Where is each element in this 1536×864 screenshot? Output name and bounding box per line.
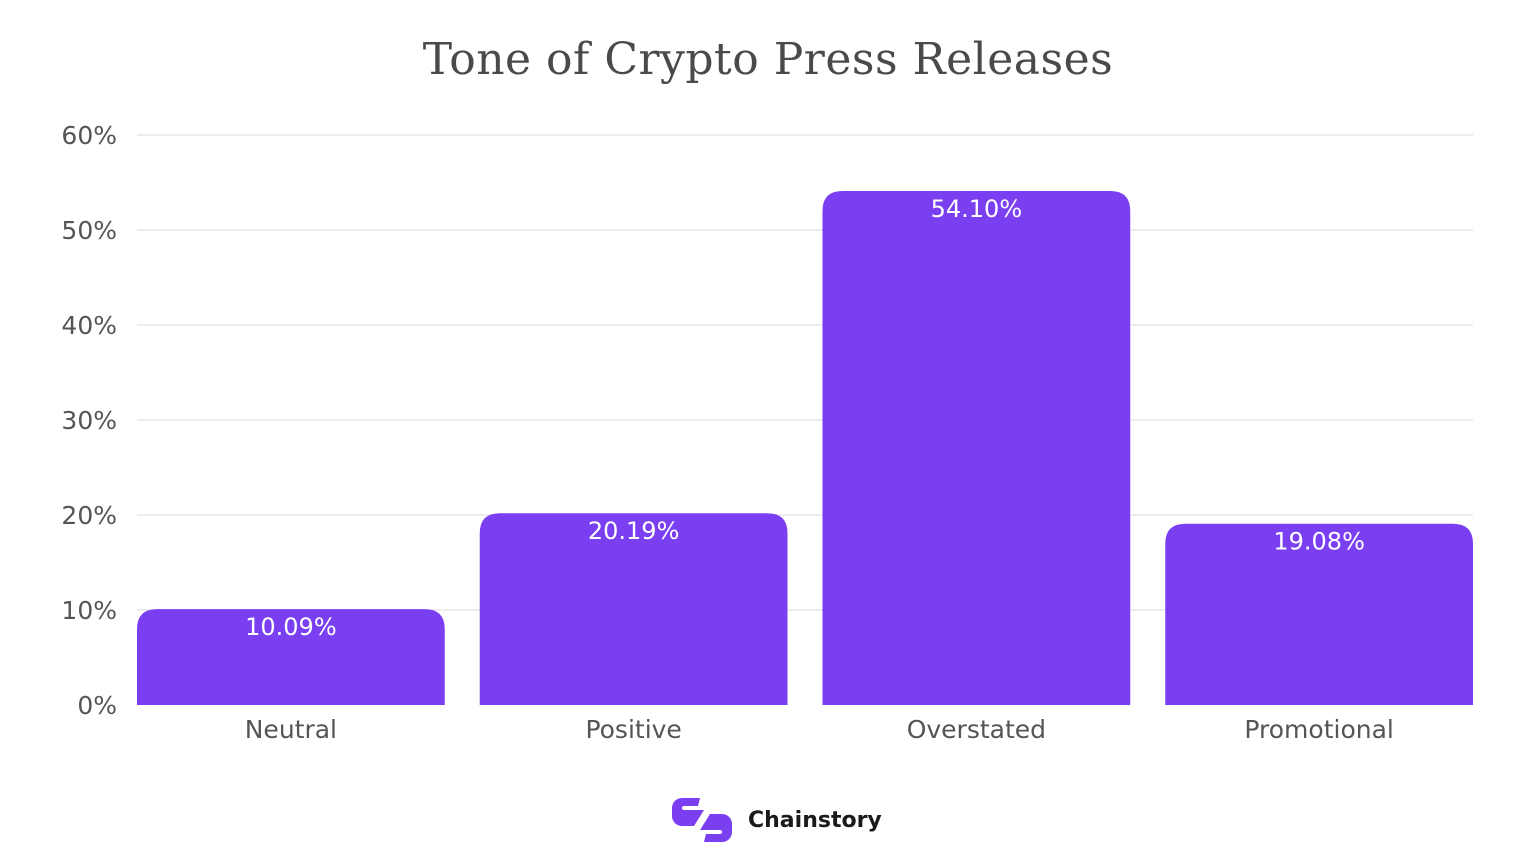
- bar-value-labels: 10.09% 20.19% 54.10% 19.08%: [245, 195, 1365, 641]
- bar-value-label: 10.09%: [245, 613, 337, 641]
- bar-chart: 0%10%20%30%40%50%60% 10.09%20.19%54.10%1…: [61, 121, 1473, 744]
- x-category-label: Neutral: [245, 715, 337, 744]
- y-tick-label: 10%: [61, 596, 117, 625]
- y-axis-tick-labels: 0% 10% 20% 30% 40% 50% 60%: [61, 121, 117, 720]
- y-tick-label: 0%: [77, 691, 117, 720]
- bar-value-label: 20.19%: [588, 517, 680, 545]
- brand-logo: Chainstory: [670, 794, 882, 846]
- bar-positive: [479, 513, 788, 705]
- chart-title: Tone of Crypto Press Releases: [422, 34, 1114, 85]
- bar-promotional: [1165, 523, 1473, 705]
- y-tick-label: 50%: [61, 216, 117, 245]
- y-tick-label: 30%: [61, 406, 117, 435]
- y-tick-label: 60%: [61, 121, 117, 150]
- bar-overstated: [822, 191, 1131, 706]
- x-category-label: Overstated: [907, 715, 1046, 744]
- x-category-label: Promotional: [1244, 715, 1393, 744]
- chainstory-logo-icon: [672, 798, 732, 842]
- y-tick-label: 40%: [61, 311, 117, 340]
- bar-neutral: [137, 609, 445, 705]
- y-tick-label: 20%: [61, 501, 117, 530]
- bar-value-label: 19.08%: [1273, 528, 1365, 556]
- x-axis-category-labels: Neutral Positive Overstated Promotional: [245, 715, 1394, 744]
- bars: [137, 191, 1473, 706]
- bar-value-label: 54.10%: [931, 195, 1023, 223]
- brand-name: Chainstory: [748, 807, 882, 833]
- x-category-label: Positive: [585, 715, 681, 744]
